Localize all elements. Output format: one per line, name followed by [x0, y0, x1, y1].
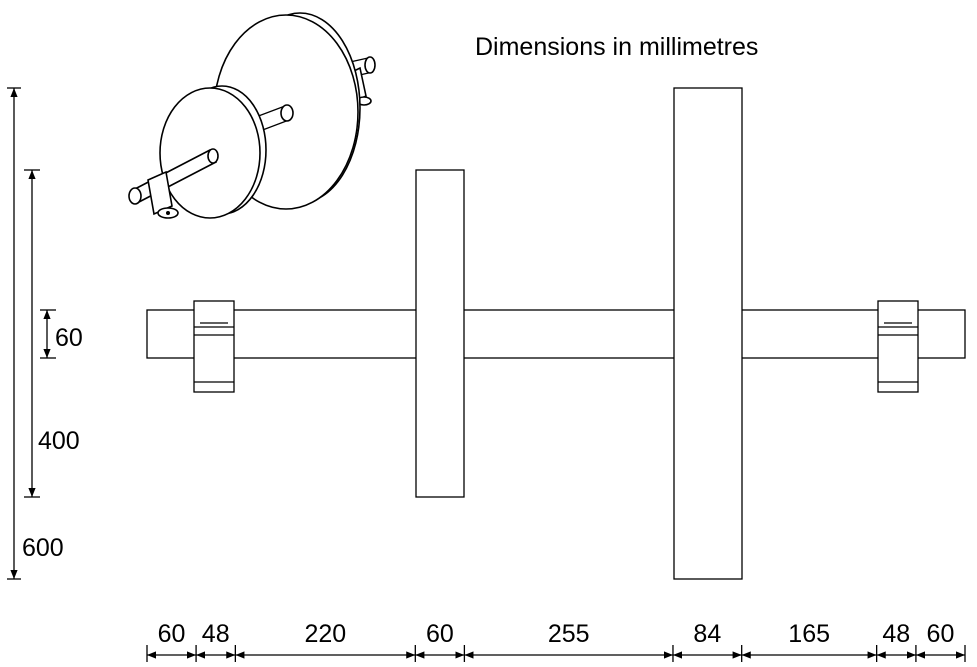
dim-segment-label-2: 48 [202, 620, 230, 648]
large-wheel [673, 87, 743, 580]
dim-segment-label-9: 60 [927, 620, 955, 648]
left-bearing [193, 300, 235, 393]
dim-shaft-label: 60 [55, 324, 83, 352]
vertical-dimensions: 60 400 600 [7, 87, 83, 580]
dim-segment-label-3: 220 [304, 620, 346, 648]
small-wheel [415, 169, 465, 498]
right-bearing [877, 300, 919, 393]
dim-segment-label-5: 255 [548, 620, 590, 648]
isometric-view [128, 12, 376, 219]
horizontal-dimensions: 60 48 220 60 255 84 165 48 60 [146, 620, 966, 662]
iso-shaft-right-end [364, 56, 376, 74]
dim-segment-label-7: 165 [788, 620, 830, 648]
iso-shaft-left-inner [207, 148, 219, 164]
dim-segment-label-4: 60 [426, 620, 454, 648]
shaft [146, 309, 966, 359]
dim-segment-label-1: 60 [158, 620, 186, 648]
dim-small-wheel-label: 400 [38, 427, 80, 455]
dim-segment-label-8: 48 [882, 620, 910, 648]
iso-shaft-mid-end [280, 104, 294, 122]
drawing-title: Dimensions in millimetres [475, 33, 758, 61]
elevation-view [146, 87, 966, 580]
iso-bearing-left-bolt [166, 211, 170, 215]
iso-bearing-left [147, 170, 173, 216]
iso-shaft-left-end [128, 187, 142, 205]
dim-segment-label-6: 84 [693, 620, 721, 648]
dim-large-wheel-label: 600 [22, 534, 64, 562]
